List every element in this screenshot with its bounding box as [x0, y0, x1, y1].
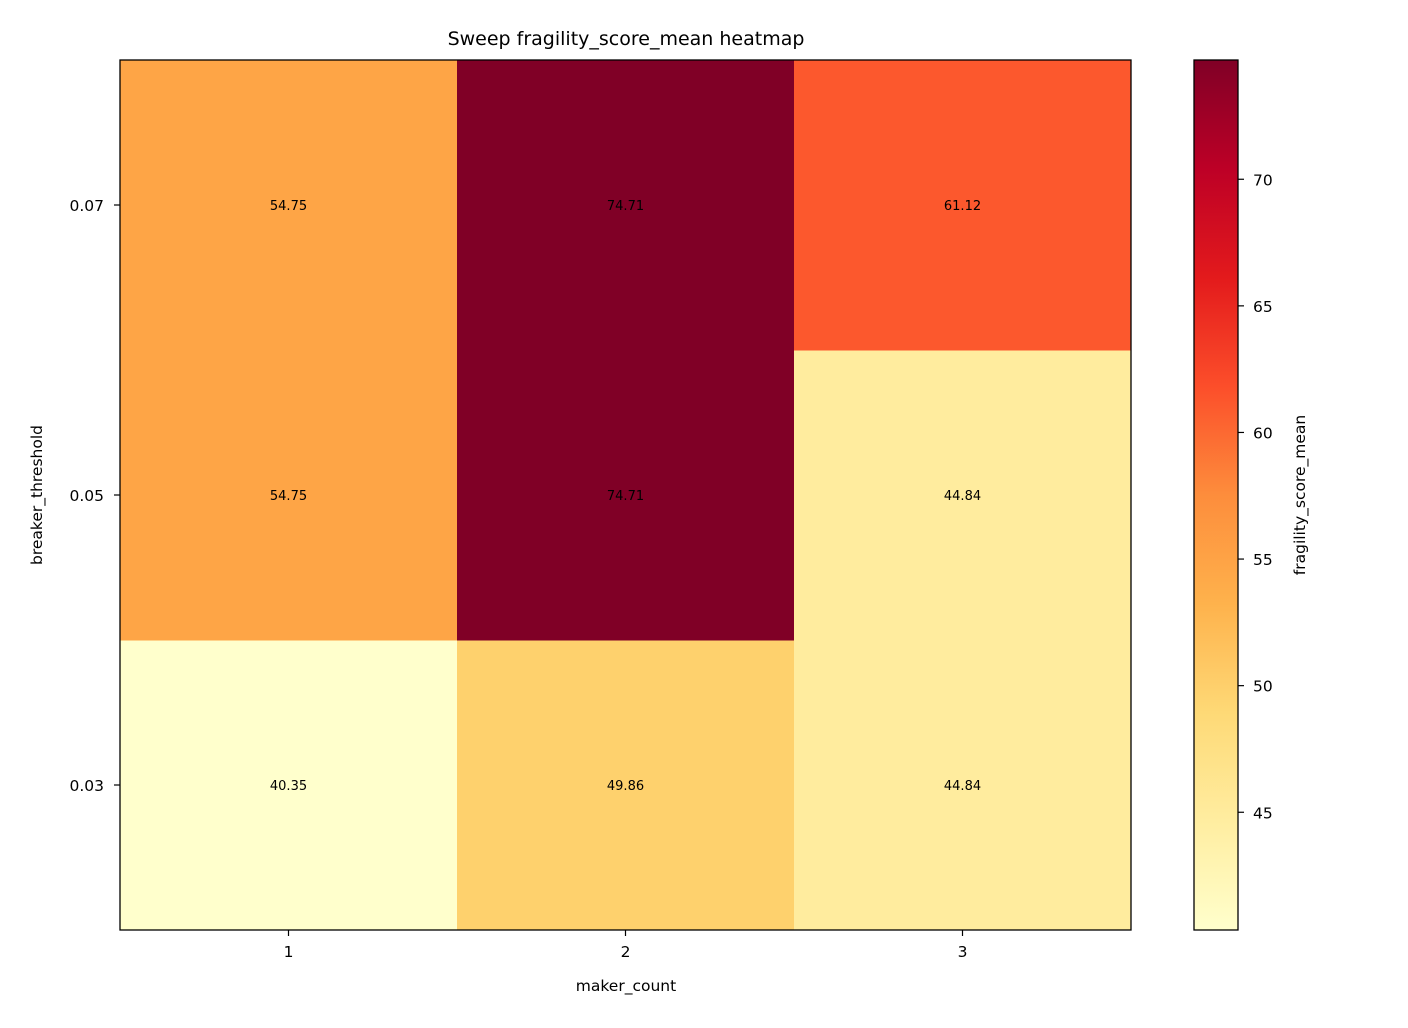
cell-label: 74.71 — [607, 489, 644, 504]
x-tick-label: 3 — [958, 943, 968, 961]
y-axis-label: breaker_threshold — [28, 425, 47, 565]
colorbar-tick-label: 55 — [1253, 551, 1273, 569]
heatmap-cell — [794, 60, 1132, 351]
colorbar-tick-label: 60 — [1253, 424, 1273, 442]
x-tick-label: 2 — [621, 943, 631, 961]
x-tick-label: 1 — [284, 943, 294, 961]
y-tick-label: 0.07 — [69, 197, 104, 215]
colorbar-ticks: 45 50 55 60 65 70 — [1238, 171, 1273, 822]
cell-label: 61.12 — [944, 199, 981, 214]
heatmap-cells: 40.35 49.86 44.84 54.75 74.71 44.84 54.75 74.71… — [120, 60, 1132, 931]
heatmap-cell — [120, 350, 458, 641]
chart-title: Sweep fragility_score_mean heatmap — [448, 28, 805, 50]
colorbar-tick-label: 70 — [1253, 171, 1273, 189]
cell-label: 54.75 — [270, 199, 307, 214]
heatmap-cell — [120, 640, 458, 931]
colorbar-tick-label: 50 — [1253, 678, 1273, 696]
x-axis-label: maker_count — [576, 977, 676, 996]
colorbar-tick-label: 45 — [1253, 804, 1273, 822]
cell-label: 54.75 — [270, 489, 307, 504]
heatmap-cell — [457, 640, 795, 931]
colorbar-label: fragility_score_mean — [1291, 415, 1310, 575]
heatmap-cell — [794, 350, 1132, 641]
cell-label: 49.86 — [607, 779, 644, 794]
y-axis: 0.03 0.05 0.07 — [69, 197, 120, 795]
y-tick-label: 0.05 — [69, 487, 104, 505]
colorbar-tick-label: 65 — [1253, 298, 1273, 316]
cell-label: 40.35 — [270, 779, 307, 794]
heatmap-cell — [457, 60, 795, 351]
cell-label: 44.84 — [944, 489, 981, 504]
x-axis: 1 2 3 — [284, 930, 968, 961]
heatmap-cell — [457, 350, 795, 641]
heatmap-cell — [120, 60, 458, 351]
heatmap-cell — [794, 640, 1132, 931]
cell-label: 74.71 — [607, 199, 644, 214]
colorbar — [1193, 59, 1239, 931]
cell-label: 44.84 — [944, 779, 981, 794]
y-tick-label: 0.03 — [69, 777, 104, 795]
